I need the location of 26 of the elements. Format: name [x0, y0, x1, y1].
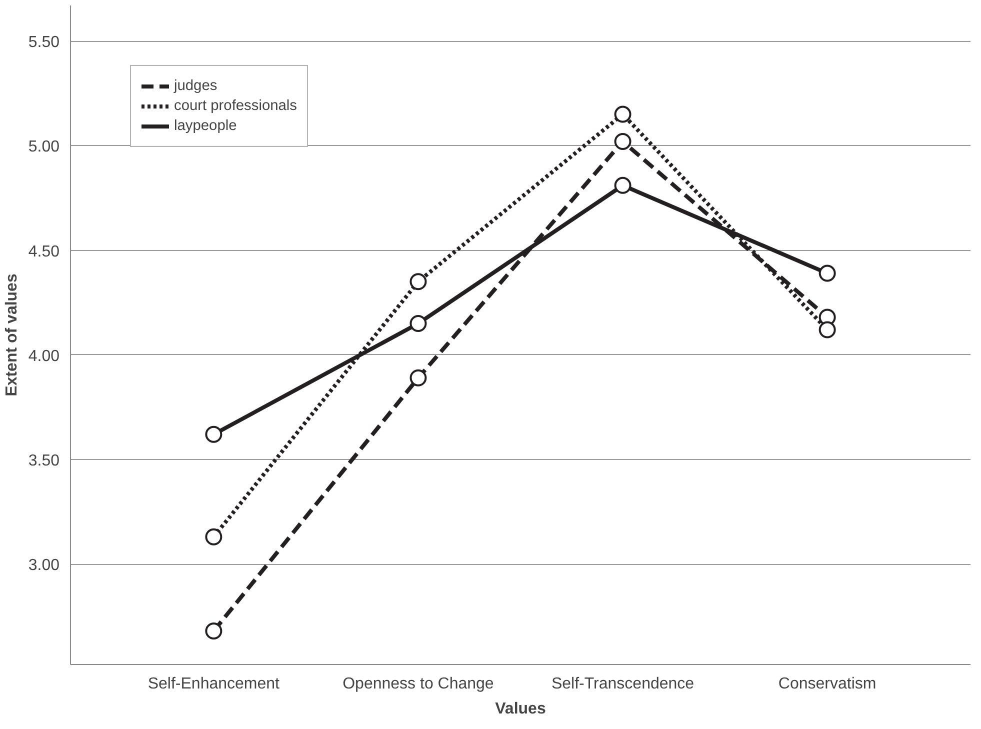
x-axis-title: Values	[495, 700, 546, 718]
point	[614, 106, 632, 123]
y-tick-label: 3.00	[28, 557, 60, 574]
point	[410, 369, 427, 386]
y-tick-label: 4.50	[28, 243, 60, 260]
x-tick-label: Self-Transcendence	[551, 676, 694, 692]
point	[410, 315, 427, 332]
point	[205, 622, 222, 640]
x-tick-label: Conservatism	[778, 676, 876, 692]
legend-label: judges	[174, 78, 218, 94]
y-tick-label: 4.00	[28, 348, 60, 365]
y-axis-title: Extent of values	[3, 274, 20, 396]
point	[410, 273, 427, 290]
legend-label: laypeople	[174, 118, 238, 134]
x-tick-label: Openness to Change	[342, 676, 494, 692]
legend-label: court professionals	[174, 98, 298, 114]
point	[818, 321, 836, 338]
y-tick-label: 3.50	[28, 452, 60, 470]
point	[614, 133, 632, 150]
y-tick-label: 5.00	[28, 138, 60, 156]
point	[818, 264, 836, 282]
x-tick-label: Self-Enhancement	[148, 676, 280, 692]
y-tick-label: 5.50	[28, 34, 60, 52]
point	[205, 426, 222, 443]
point	[205, 528, 222, 546]
point	[614, 176, 632, 194]
